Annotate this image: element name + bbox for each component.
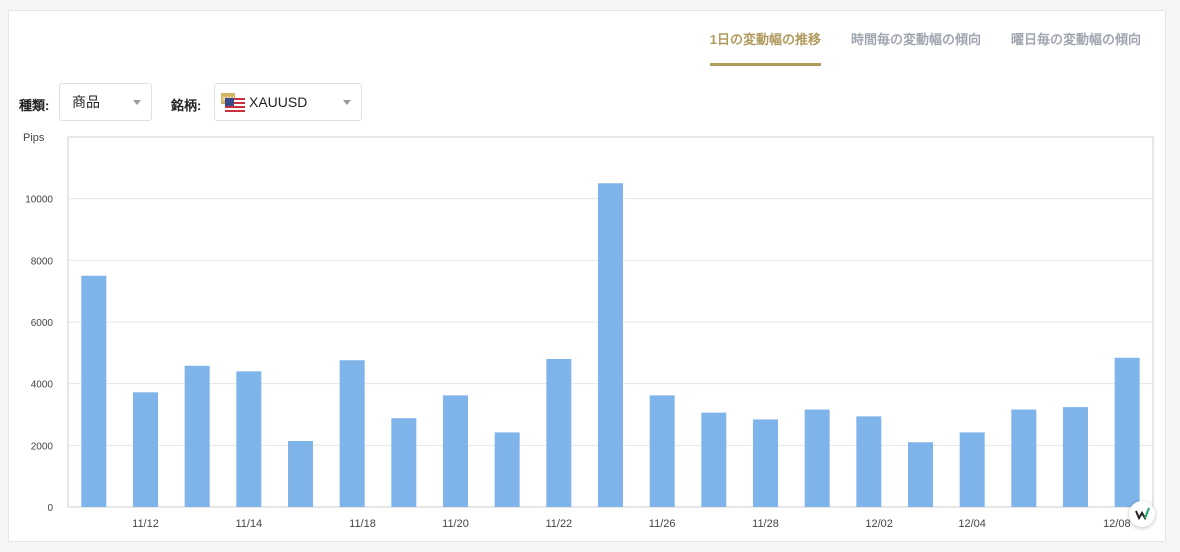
bar[interactable] — [546, 359, 572, 507]
type-label: 種類: — [19, 98, 50, 113]
bar[interactable] — [391, 418, 417, 507]
type-select-value: 商品 — [72, 94, 100, 110]
x-tick-label: 11/22 — [545, 518, 572, 530]
chart-panel: 1日の変動幅の推移 時間毎の変動幅の傾向 曜日毎の変動幅の傾向 種類: 商品 銘… — [8, 10, 1166, 542]
bar[interactable] — [288, 441, 313, 507]
x-tick-label: 12/02 — [865, 518, 893, 530]
bar[interactable] — [1063, 407, 1088, 507]
tab-weekday-range[interactable]: 曜日毎の変動幅の傾向 — [1010, 32, 1141, 47]
symbol-select-value: XAUUSD — [249, 94, 308, 110]
tab-daily-range[interactable]: 1日の変動幅の推移 — [709, 29, 821, 66]
x-tick-label: 12/04 — [958, 518, 986, 530]
bar[interactable] — [81, 275, 107, 507]
bar[interactable] — [443, 395, 468, 507]
bar[interactable] — [598, 183, 623, 507]
bar[interactable] — [1114, 357, 1140, 507]
bar[interactable] — [133, 392, 158, 507]
xau-us-flag-icon: XAU — [221, 93, 245, 112]
bar[interactable] — [753, 419, 778, 507]
chevron-down-icon — [343, 100, 351, 105]
bar[interactable] — [494, 432, 520, 507]
y-axis-title: Pips — [23, 132, 45, 144]
x-tick-label: 11/18 — [349, 518, 376, 530]
bar[interactable] — [184, 365, 210, 507]
bar[interactable] — [701, 412, 727, 507]
symbol-label: 銘柄: — [171, 98, 202, 113]
y-tick-label: 2000 — [31, 441, 54, 452]
x-tick-label: 11/26 — [649, 518, 676, 530]
x-tick-label: 11/20 — [442, 518, 469, 530]
y-tick-label: 0 — [47, 503, 53, 514]
x-tick-label: 12/08 — [1103, 518, 1131, 530]
widget-logo-button[interactable] — [1129, 501, 1155, 527]
y-tick-label: 6000 — [31, 318, 54, 329]
symbol-select[interactable]: XAU XAUUSD — [214, 83, 362, 121]
y-tick-label: 10000 — [25, 195, 53, 206]
logo-icon — [1135, 507, 1150, 521]
bar[interactable] — [339, 360, 365, 507]
tab-hourly-range[interactable]: 時間毎の変動幅の傾向 — [850, 32, 981, 47]
tab-bar: 1日の変動幅の推移 時間毎の変動幅の傾向 曜日毎の変動幅の傾向 — [709, 29, 1141, 66]
y-tick-label: 8000 — [31, 256, 54, 267]
x-tick-label: 11/12 — [132, 518, 159, 530]
bar[interactable] — [959, 432, 985, 507]
y-tick-label: 4000 — [31, 380, 54, 391]
bar[interactable] — [1011, 409, 1037, 507]
bar[interactable] — [649, 395, 675, 507]
bar-chart: Pips 0 2000 4000 6000 8000 10000 11/12 11/14 11… — [23, 132, 1154, 530]
bar[interactable] — [804, 409, 830, 507]
x-tick-label: 11/28 — [752, 518, 779, 530]
type-select[interactable]: 商品 — [59, 83, 152, 121]
x-tick-label: 11/14 — [235, 518, 262, 530]
bar[interactable] — [908, 442, 933, 507]
chevron-down-icon — [133, 100, 141, 105]
bar[interactable] — [236, 371, 262, 507]
bar[interactable] — [856, 416, 882, 507]
